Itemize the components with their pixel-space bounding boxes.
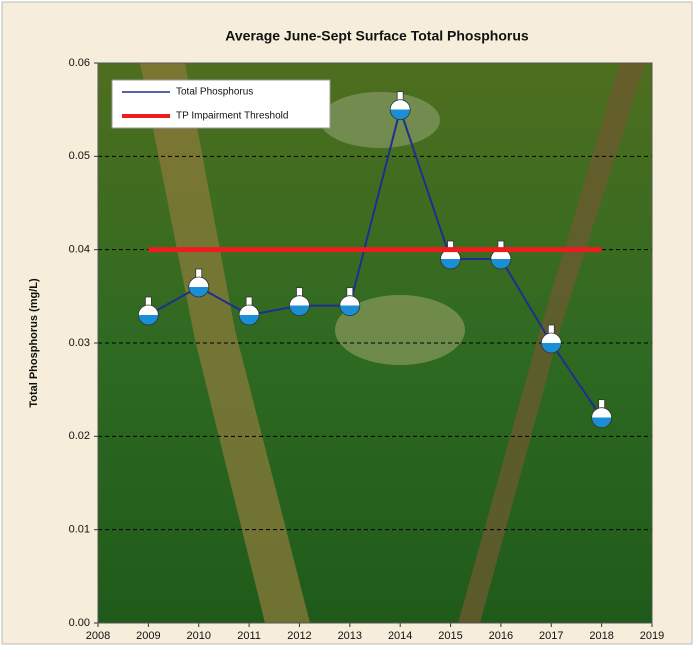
- x-tick-label: 2017: [539, 630, 563, 642]
- chart-title: Average June-Sept Surface Total Phosphor…: [225, 28, 529, 44]
- data-point: [390, 100, 410, 120]
- x-tick-label: 2015: [438, 630, 462, 642]
- y-tick-label: 0.01: [69, 524, 90, 536]
- y-tick-label: 0.03: [69, 337, 90, 349]
- y-tick-label: 0.04: [69, 244, 90, 256]
- y-tick-label: 0.02: [69, 430, 90, 442]
- legend-label: Total Phosphorus: [176, 87, 253, 98]
- legend-label: TP Impairment Threshold: [176, 111, 288, 122]
- data-point: [592, 408, 612, 428]
- y-axis-label: Total Phosphorus (mg/L): [28, 278, 40, 408]
- data-point: [541, 333, 561, 353]
- x-tick-label: 2019: [640, 630, 664, 642]
- data-point: [340, 296, 360, 316]
- x-tick-label: 2008: [86, 630, 110, 642]
- data-point: [138, 305, 158, 325]
- y-tick-label: 0.00: [69, 617, 90, 629]
- data-point: [189, 277, 209, 297]
- data-point: [289, 296, 309, 316]
- x-tick-label: 2013: [338, 630, 362, 642]
- x-tick-label: 2014: [388, 630, 412, 642]
- data-point: [239, 305, 259, 325]
- x-tick-label: 2010: [186, 630, 210, 642]
- x-tick-label: 2012: [287, 630, 311, 642]
- y-tick-label: 0.06: [69, 57, 90, 69]
- x-tick-label: 2016: [489, 630, 513, 642]
- y-tick-label: 0.05: [69, 150, 90, 162]
- legend: Total Phosphorus TP Impairment Threshold: [112, 80, 330, 128]
- x-tick-label: 2009: [136, 630, 160, 642]
- x-tick-label: 2011: [237, 630, 261, 642]
- x-tick-label: 2018: [589, 630, 613, 642]
- chart: Average June-Sept Surface Total Phosphor…: [0, 0, 694, 646]
